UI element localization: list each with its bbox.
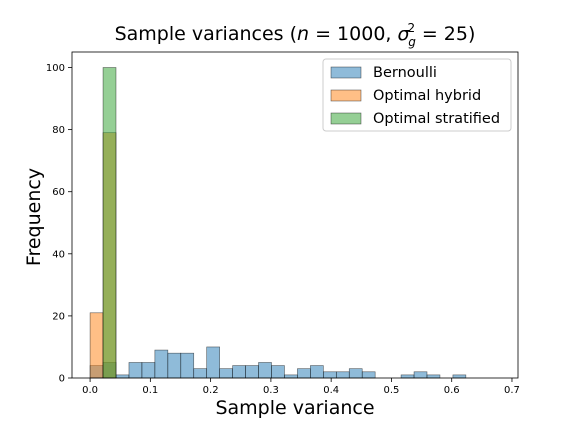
bar-bernoulli-16	[297, 368, 311, 379]
title-sigma-sub: g	[408, 35, 416, 49]
x-tick-label: 0.3	[263, 385, 279, 396]
y-tick-label: 80	[52, 125, 65, 136]
title-prefix: Sample variances (	[115, 23, 297, 45]
bar-bernoulli-13	[258, 362, 272, 379]
chart-title: Sample variances (n = 1000, σ2 g = 25)	[115, 21, 476, 49]
bar-bernoulli-20	[348, 368, 363, 379]
bar-bernoulli-25	[452, 374, 467, 379]
bar-bernoulli-8	[193, 368, 208, 379]
bar-bernoulli-23	[413, 371, 428, 379]
x-tick-label: 0.2	[203, 385, 219, 396]
legend-box	[322, 58, 512, 132]
legend-swatch-bernoulli	[330, 66, 362, 79]
legend-label-optimal-hybrid: Optimal hybrid	[373, 88, 481, 104]
legend-label-optimal-stratified: Optimal stratified	[373, 111, 500, 127]
bar-bernoulli-2	[115, 374, 130, 379]
plot-frame	[71, 51, 519, 379]
bar-bernoulli-24	[426, 374, 441, 379]
x-tick-label: 0.5	[383, 385, 399, 396]
bar-bernoulli-4	[141, 362, 156, 379]
ticks-layer: 0.0 0.1 0.2 0.3 0.4 0.5 0.6 0.7 0 20 40 60 80 100	[46, 63, 520, 396]
bar-bernoulli-18	[323, 371, 337, 379]
bar-bernoulli-12	[245, 365, 259, 379]
x-axis-label: Sample variance	[215, 397, 374, 419]
bar-bernoulli-9	[206, 346, 220, 379]
bar-bernoulli-22	[400, 374, 415, 379]
x-tick-label: 0.7	[504, 385, 520, 396]
bar-bernoulli-15	[284, 374, 298, 379]
x-tick-label: 0.1	[142, 385, 158, 396]
legend: Bernoulli Optimal hybrid Optimal stratifie…	[322, 58, 512, 132]
bar-bernoulli-14	[271, 365, 285, 379]
title-value: = 25)	[416, 23, 476, 45]
y-tick-label: 40	[52, 249, 65, 260]
title-sigma-sup: 2	[408, 21, 416, 35]
bar-optimal-stratified-0	[102, 67, 117, 379]
bar-bernoulli-11	[232, 365, 246, 379]
y-tick-label: 20	[52, 311, 65, 322]
y-tick-label: 0	[59, 374, 65, 385]
y-tick-label: 60	[52, 187, 65, 198]
y-axis-label: Frequency	[23, 168, 45, 266]
bar-optimal-hybrid-0	[89, 312, 104, 379]
title-sigma: σ	[398, 23, 411, 45]
bars-layer	[89, 67, 467, 379]
legend-swatch-optimal-hybrid	[330, 89, 362, 102]
x-tick-label: 0.0	[82, 385, 98, 396]
legend-label-bernoulli: Bernoulli	[373, 65, 437, 81]
title-n-eq: = 1000,	[309, 23, 397, 45]
bar-bernoulli-3	[128, 362, 143, 379]
bar-bernoulli-19	[335, 371, 350, 379]
x-tick-label: 0.6	[444, 385, 460, 396]
bar-bernoulli-17	[310, 365, 324, 379]
y-tick-label: 100	[46, 63, 65, 74]
bar-bernoulli-6	[167, 352, 182, 379]
legend-swatch-optimal-stratified	[330, 112, 362, 125]
title-n: n	[297, 23, 309, 45]
bar-bernoulli-5	[154, 349, 169, 379]
bar-bernoulli-21	[361, 371, 376, 379]
bar-bernoulli-10	[219, 368, 233, 379]
bar-bernoulli-7	[180, 352, 195, 379]
x-tick-label: 0.4	[323, 385, 339, 396]
